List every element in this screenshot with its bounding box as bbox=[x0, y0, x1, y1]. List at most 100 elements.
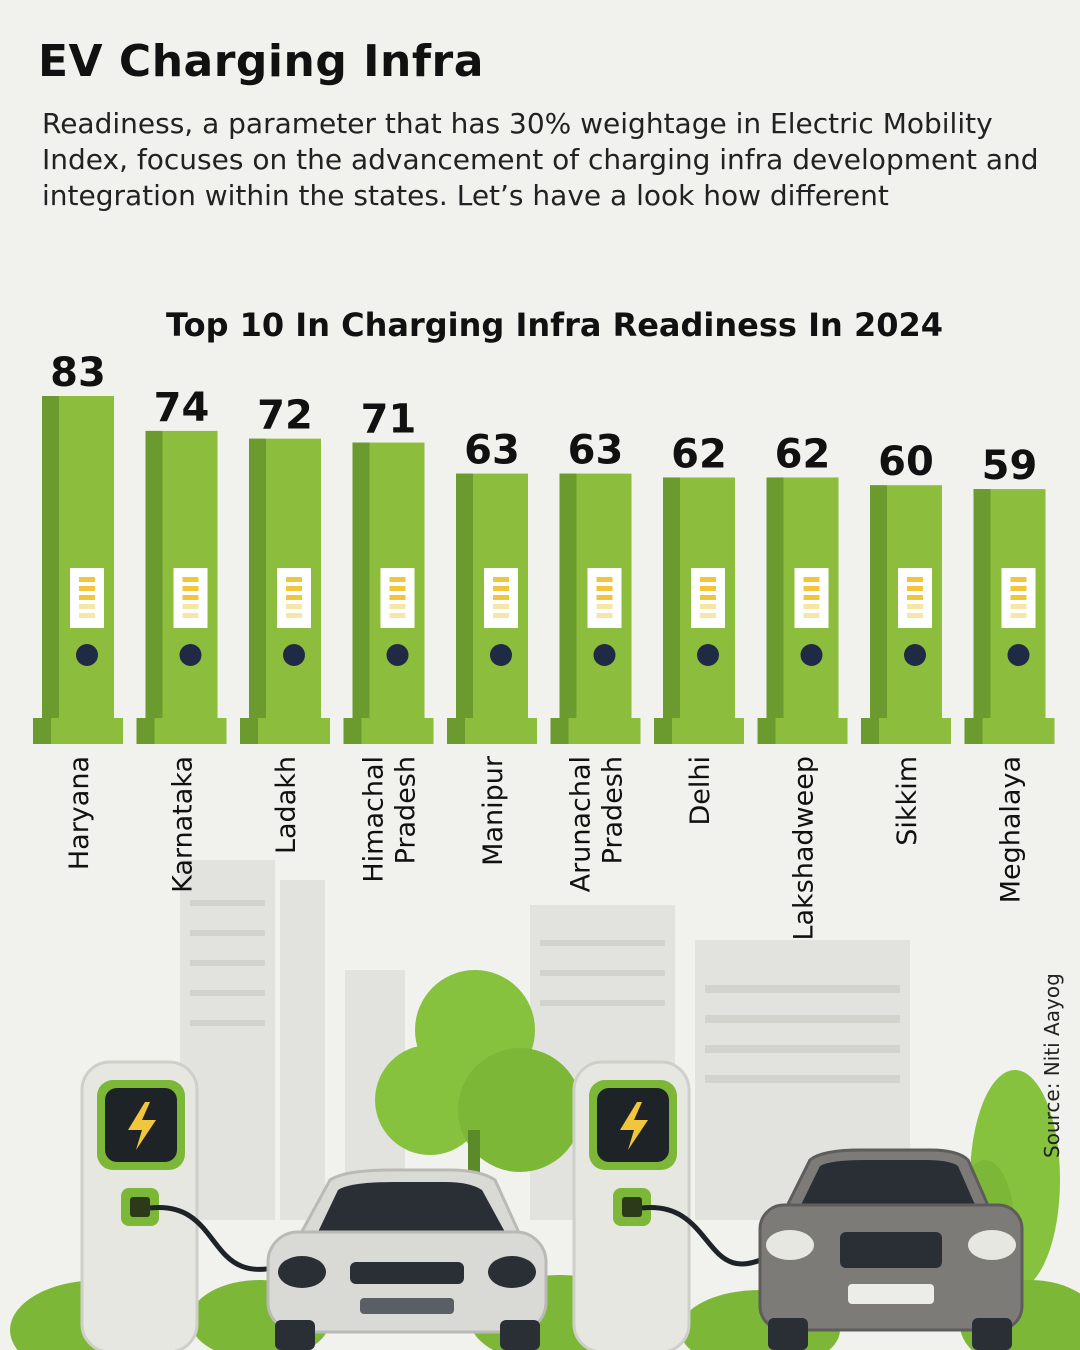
bar-base-shade-0 bbox=[33, 718, 51, 744]
bar-group-2: 72 Ladakh bbox=[240, 393, 330, 854]
category-label-line-5-1: Pradesh bbox=[598, 756, 629, 864]
category-label-6: Delhi bbox=[685, 756, 716, 826]
bar-base-shade-9 bbox=[964, 718, 983, 744]
charging-station-right bbox=[572, 1060, 782, 1350]
bar-panel-level-7-3 bbox=[803, 604, 820, 609]
bar-shade-8 bbox=[870, 485, 887, 718]
bar-group-1: 74 Karnataka bbox=[136, 385, 227, 893]
value-label-6: 62 bbox=[671, 431, 727, 477]
value-label-8: 60 bbox=[878, 439, 934, 485]
value-label-7: 62 bbox=[775, 431, 831, 477]
bar-panel-level-3-1 bbox=[389, 586, 406, 591]
bar-panel-level-5-4 bbox=[596, 613, 613, 618]
bar-shade-2 bbox=[249, 438, 266, 718]
category-label-line-5-0: Arunachal bbox=[566, 756, 597, 892]
bar-panel-level-4-4 bbox=[493, 613, 509, 618]
bar-dot-0 bbox=[76, 644, 98, 666]
bar-panel-level-4-1 bbox=[493, 586, 509, 591]
building-2 bbox=[280, 880, 325, 1220]
category-label-line-9-0: Meghalaya bbox=[996, 756, 1027, 903]
bar-panel-level-4-3 bbox=[493, 604, 509, 609]
bar-panel-level-5-0 bbox=[596, 577, 613, 582]
bar-panel-level-1-3 bbox=[182, 604, 199, 609]
bar-panel-level-4-0 bbox=[493, 577, 509, 582]
category-label-0: Haryana bbox=[64, 756, 95, 870]
bar-group-9: 59 Meghalaya bbox=[964, 443, 1055, 903]
bar-base-shade-8 bbox=[861, 718, 879, 744]
bar-panel-level-9-1 bbox=[1010, 586, 1027, 591]
bar-base-shade-3 bbox=[343, 718, 362, 744]
source-note: Source: Niti Aayog bbox=[1040, 973, 1064, 1158]
category-label-line-2-0: Ladakh bbox=[271, 756, 302, 854]
bar-panel-level-3-4 bbox=[389, 613, 406, 618]
bar-panel-level-0-0 bbox=[79, 577, 95, 582]
bar-dot-5 bbox=[593, 644, 616, 666]
category-label-7: Lakshadweep bbox=[789, 756, 820, 941]
bar-shade-4 bbox=[456, 473, 473, 718]
bar-dot-2 bbox=[283, 644, 305, 666]
bar-base-shade-4 bbox=[447, 718, 465, 744]
bar-shade-3 bbox=[352, 442, 370, 718]
bar-group-5: 63 ArunachalPradesh bbox=[550, 428, 641, 892]
bar-panel-level-6-1 bbox=[700, 586, 716, 591]
value-label-0: 83 bbox=[50, 350, 106, 396]
bar-dot-1 bbox=[179, 644, 202, 666]
bar-panel-level-0-2 bbox=[79, 595, 95, 600]
bar-base-shade-1 bbox=[136, 718, 155, 744]
bar-base-shade-2 bbox=[240, 718, 258, 744]
bar-panel-level-6-2 bbox=[700, 595, 716, 600]
bar-dot-9 bbox=[1007, 644, 1030, 666]
bar-panel-level-2-2 bbox=[286, 595, 302, 600]
category-label-line-3-0: Himachal bbox=[359, 756, 390, 883]
bar-panel-level-1-1 bbox=[182, 586, 199, 591]
bar-panel-level-6-4 bbox=[700, 613, 716, 618]
bar-panel-level-3-2 bbox=[389, 595, 406, 600]
bar-dot-8 bbox=[904, 644, 926, 666]
bar-panel-level-8-4 bbox=[907, 613, 923, 618]
bar-panel-level-8-3 bbox=[907, 604, 923, 609]
bar-panel-level-7-2 bbox=[803, 595, 820, 600]
bar-panel-level-1-2 bbox=[182, 595, 199, 600]
value-label-1: 74 bbox=[154, 385, 210, 431]
bar-dot-4 bbox=[490, 644, 512, 666]
page-title: EV Charging Infra bbox=[38, 36, 484, 87]
bar-base-shade-7 bbox=[757, 718, 776, 744]
bar-panel-level-0-4 bbox=[79, 613, 95, 618]
bar-panel-level-0-1 bbox=[79, 586, 95, 591]
category-label-4: Manipur bbox=[478, 755, 509, 866]
category-label-8: Sikkim bbox=[892, 756, 923, 846]
bar-panel-level-2-3 bbox=[286, 604, 302, 609]
bar-panel-level-9-0 bbox=[1010, 577, 1027, 582]
bar-panel-level-7-0 bbox=[803, 577, 820, 582]
category-label-line-0-0: Haryana bbox=[64, 756, 95, 870]
category-label-line-3-1: Pradesh bbox=[391, 756, 422, 864]
bar-base-shade-5 bbox=[550, 718, 569, 744]
bar-dot-7 bbox=[800, 644, 823, 666]
bar-panel-level-9-2 bbox=[1010, 595, 1027, 600]
bar-panel-level-9-4 bbox=[1010, 613, 1027, 618]
bar-dot-3 bbox=[386, 644, 409, 666]
bar-group-8: 60 Sikkim bbox=[861, 439, 951, 846]
bar-panel-level-3-3 bbox=[389, 604, 406, 609]
bar-shade-0 bbox=[42, 396, 59, 718]
bar-panel-level-8-2 bbox=[907, 595, 923, 600]
bar-group-4: 63 Manipur bbox=[447, 428, 537, 866]
value-label-2: 72 bbox=[257, 393, 313, 439]
bar-panel-level-1-4 bbox=[182, 613, 199, 618]
category-label-line-7-0: Lakshadweep bbox=[789, 756, 820, 941]
value-label-4: 63 bbox=[464, 428, 520, 474]
bar-shade-5 bbox=[559, 473, 577, 718]
bar-panel-level-2-4 bbox=[286, 613, 302, 618]
bar-panel-level-8-0 bbox=[907, 577, 923, 582]
bar-group-3: 71 HimachalPradesh bbox=[343, 397, 434, 883]
bar-group-7: 62 Lakshadweep bbox=[757, 431, 848, 941]
bar-panel-level-4-2 bbox=[493, 595, 509, 600]
value-label-5: 63 bbox=[568, 428, 624, 474]
bar-panel-level-7-4 bbox=[803, 613, 820, 618]
bar-panel-level-0-3 bbox=[79, 604, 95, 609]
bar-panel-level-2-1 bbox=[286, 586, 302, 591]
bar-shade-1 bbox=[145, 430, 163, 718]
category-label-line-8-0: Sikkim bbox=[892, 756, 923, 846]
chart-title: Top 10 In Charging Infra Readiness In 20… bbox=[166, 306, 943, 344]
